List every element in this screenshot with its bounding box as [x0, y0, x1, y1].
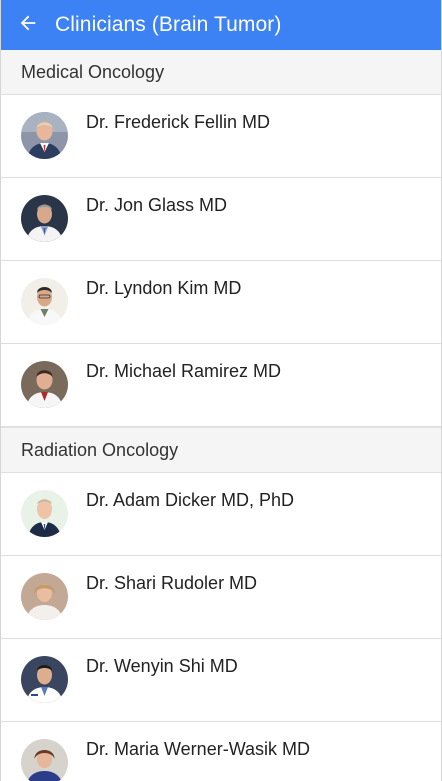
- section-header-radiation-oncology: Radiation Oncology: [1, 427, 441, 473]
- list-item-adam-dicker[interactable]: Dr. Adam Dicker MD, PhD: [1, 473, 441, 556]
- clinician-name: Dr. Adam Dicker MD, PhD: [86, 490, 295, 510]
- list-item-lyndon-kim[interactable]: Dr. Lyndon Kim MD: [1, 261, 441, 344]
- avatar: [21, 278, 68, 325]
- clinician-name: Dr. Frederick Fellin MD: [86, 112, 271, 132]
- clinician-list: Medical Oncology Dr. Frederick Fellin MD: [1, 50, 441, 781]
- clinician-name: Dr. Jon Glass MD: [86, 195, 228, 215]
- section-header-medical-oncology: Medical Oncology: [1, 50, 441, 95]
- avatar: [21, 573, 68, 620]
- page-title: Clinicians (Brain Tumor): [55, 13, 282, 36]
- avatar: [21, 195, 68, 242]
- list-item-maria-werner-wasik[interactable]: Dr. Maria Werner-Wasik MD: [1, 722, 441, 781]
- clinician-name: Dr. Michael Ramirez MD: [86, 361, 282, 381]
- clinician-name: Dr. Shari Rudoler MD: [86, 573, 258, 593]
- clinician-name: Dr. Maria Werner-Wasik MD: [86, 739, 311, 759]
- list-item-jon-glass[interactable]: Dr. Jon Glass MD: [1, 178, 441, 261]
- clinician-name: Dr. Wenyin Shi MD: [86, 656, 238, 676]
- list-item-shari-rudoler[interactable]: Dr. Shari Rudoler MD: [1, 556, 441, 639]
- list-item-wenyin-shi[interactable]: Dr. Wenyin Shi MD: [1, 639, 441, 722]
- arrow-left-icon: [17, 12, 39, 39]
- back-button[interactable]: [1, 0, 49, 50]
- avatar: [21, 112, 68, 159]
- app-bar: Clinicians (Brain Tumor): [1, 0, 441, 50]
- avatar: [21, 490, 68, 537]
- avatar: [21, 739, 68, 781]
- list-item-frederick-fellin[interactable]: Dr. Frederick Fellin MD: [1, 95, 441, 178]
- list-item-michael-ramirez[interactable]: Dr. Michael Ramirez MD: [1, 344, 441, 427]
- clinician-name: Dr. Lyndon Kim MD: [86, 278, 242, 298]
- avatar: [21, 361, 68, 408]
- avatar: [21, 656, 68, 703]
